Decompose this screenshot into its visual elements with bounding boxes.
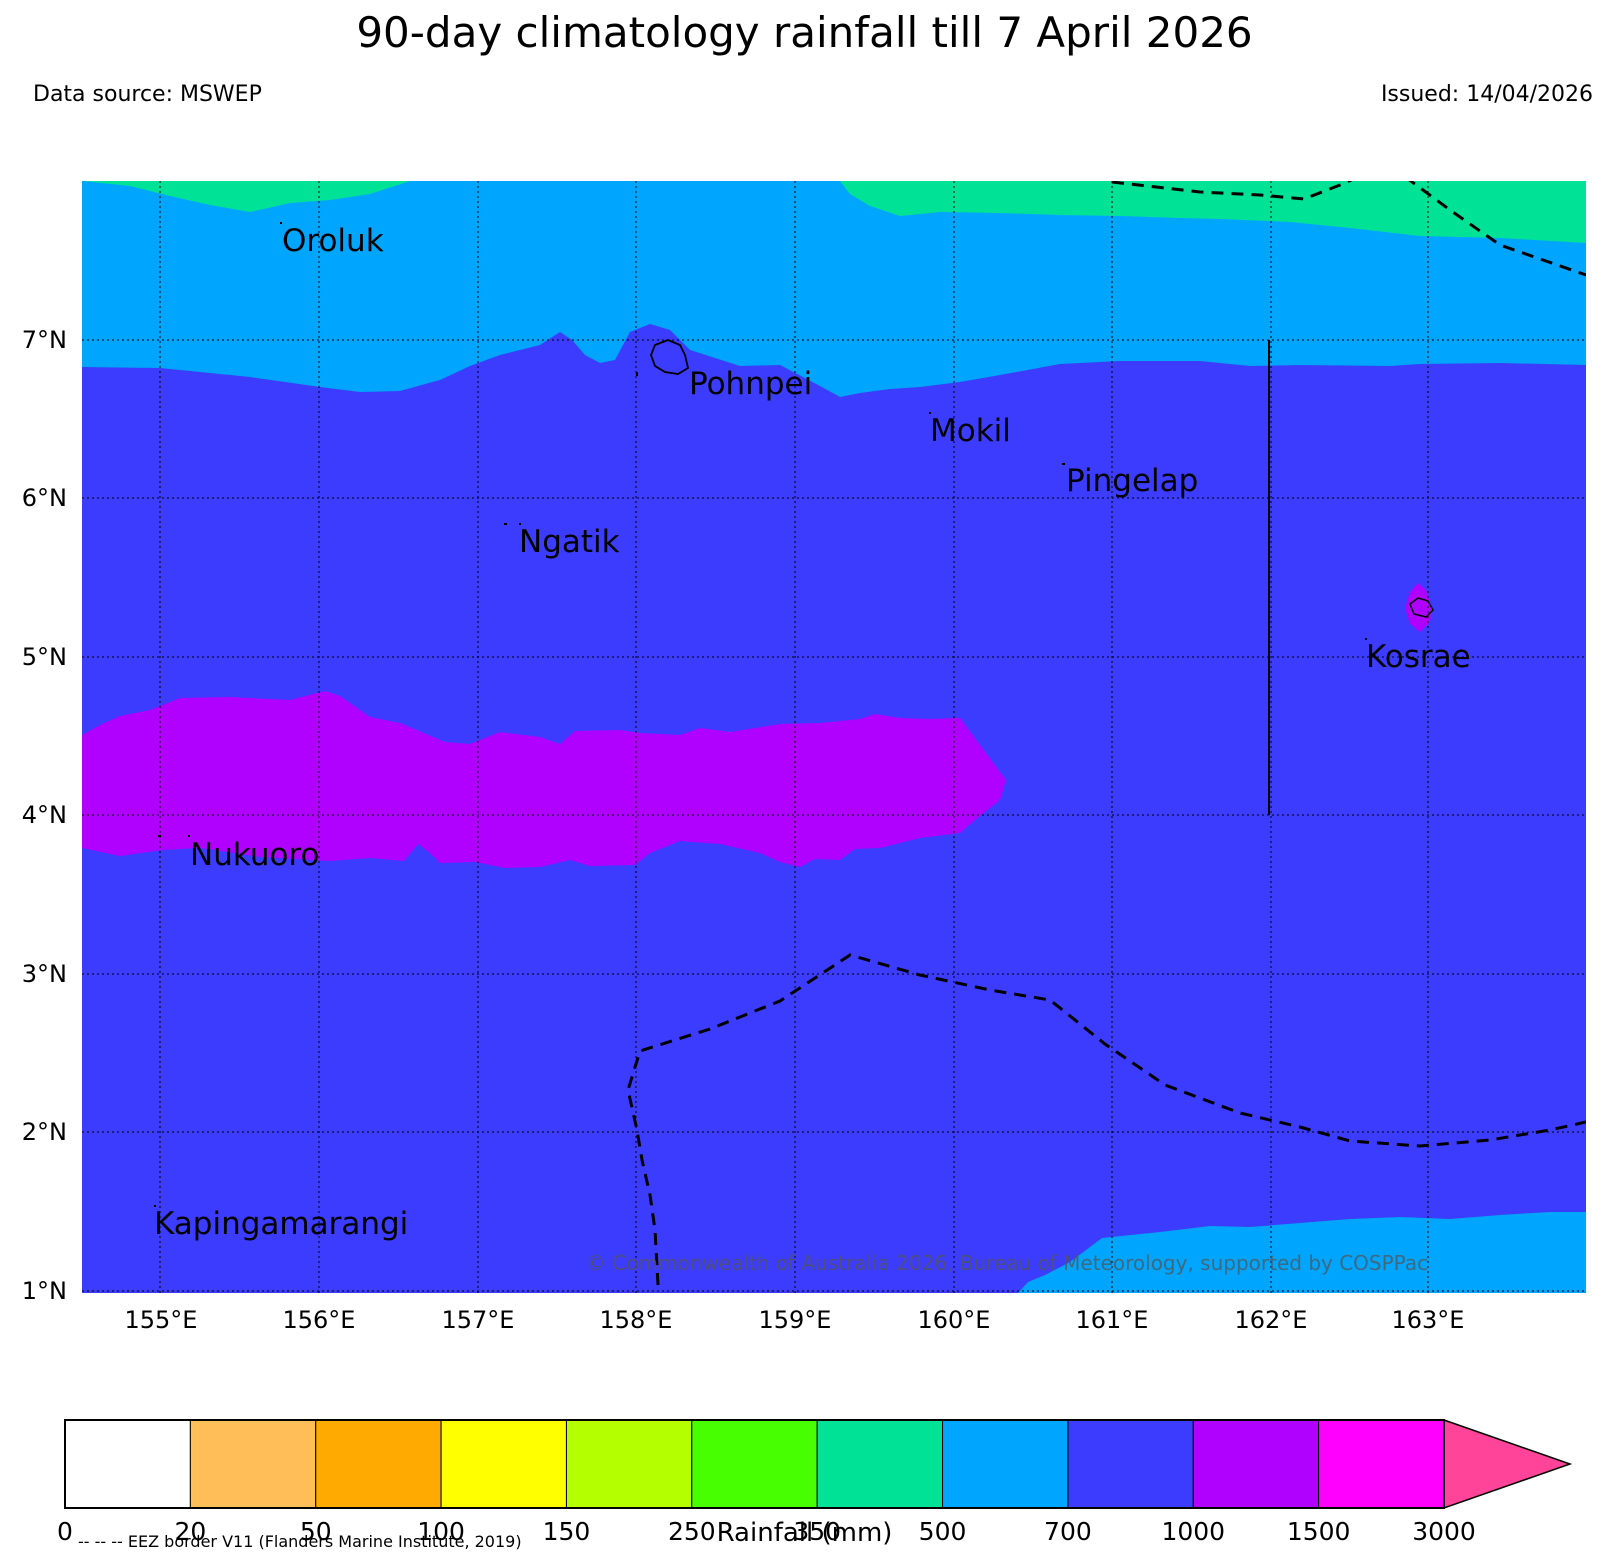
rainfall-field: Oroluk Pohnpei Mokil Pingelap Ngatik Kos… — [82, 181, 1586, 1293]
lat-label: 6°N — [22, 484, 67, 512]
atoll-marks — [154, 222, 1367, 1207]
lon-label: 160°E — [918, 1306, 991, 1334]
lon-label: 159°E — [759, 1306, 832, 1334]
colorbar-label: Rainfall (mm) — [716, 1518, 893, 1548]
lat-label: 3°N — [22, 960, 67, 988]
colorbar-swatch — [816, 1419, 944, 1509]
colorbar-tick-label: 500 — [919, 1517, 967, 1546]
colorbar-swatch — [1067, 1419, 1194, 1509]
lon-label: 162°E — [1235, 1306, 1308, 1334]
place-label-nukuoro: Nukuoro — [190, 837, 319, 873]
lon-label: 156°E — [283, 1306, 356, 1334]
colorbar-tick-label: 20 — [174, 1517, 206, 1546]
lat-label: 7°N — [22, 326, 67, 354]
eez-legend-note: -- -- -- EEZ border V11 (Flanders Marine… — [78, 1532, 522, 1551]
colorbar-tick-label: 350 — [793, 1517, 841, 1546]
place-label-mokil: Mokil — [930, 413, 1011, 449]
map-title: 90-day climatology rainfall till 7 April… — [356, 8, 1253, 57]
colorbar-tick-label: 3000 — [1412, 1517, 1476, 1546]
lat-label: 4°N — [22, 801, 67, 829]
graticule — [82, 181, 1586, 1293]
lon-label: 155°E — [125, 1306, 198, 1334]
data-source: Data source: MSWEP — [33, 82, 262, 107]
copyright-notice: © Commonwealth of Australia 2026, Bureau… — [586, 1251, 1428, 1275]
region-1000-1500-belt — [82, 691, 1006, 868]
longitude-labels: 155°E 156°E 157°E 158°E 159°E 160°E 161°… — [125, 1306, 1465, 1334]
eez-border — [626, 181, 1586, 1286]
place-label-pohnpei: Pohnpei — [689, 366, 812, 402]
colorbar-swatch — [1192, 1419, 1320, 1509]
colorbar-swatch — [1318, 1419, 1445, 1509]
issued-date: Issued: 14/04/2026 — [1380, 82, 1593, 107]
colorbar-swatch — [691, 1419, 818, 1509]
region-350-500-northwest — [82, 181, 410, 212]
colorbar-tick-label: 700 — [1044, 1517, 1092, 1546]
region-500-700-north — [82, 181, 1586, 397]
place-label-oroluk: Oroluk — [282, 223, 384, 259]
colorbar-outline — [64, 1419, 1445, 1509]
lat-label: 2°N — [22, 1118, 67, 1146]
lon-label: 161°E — [1076, 1306, 1149, 1334]
pohnpei-island-outline — [650, 339, 690, 375]
lat-label: 1°N — [22, 1277, 67, 1305]
colorbar-tick-label: 50 — [300, 1517, 332, 1546]
colorbar-tick-label: 250 — [668, 1517, 716, 1546]
colorbar-tick-label: 100 — [417, 1517, 465, 1546]
kosrae-island-outline — [1409, 597, 1434, 618]
colorbar-tick-label: 150 — [543, 1517, 591, 1546]
lat-label: 5°N — [22, 643, 67, 671]
region-350-500-northeast — [840, 181, 1586, 243]
lon-label: 158°E — [600, 1306, 673, 1334]
colorbar-swatch — [189, 1419, 317, 1509]
colorbar-swatch — [565, 1419, 693, 1509]
region-kosrae-1000-1500 — [1405, 583, 1432, 632]
colorbar-swatch — [942, 1419, 1069, 1509]
place-label-pingelap: Pingelap — [1066, 463, 1198, 499]
place-label-kosrae: Kosrae — [1366, 639, 1471, 675]
place-label-ngatik: Ngatik — [519, 524, 620, 560]
colorbar-tick-label: 1000 — [1161, 1517, 1225, 1546]
latitude-labels: 7°N 6°N 5°N 4°N 3°N 2°N 1°N — [22, 326, 67, 1305]
colorbar-swatch — [440, 1419, 567, 1509]
region-500-700-south — [1018, 1212, 1586, 1293]
colorbar-swatch — [315, 1419, 442, 1509]
colorbar-swatch — [64, 1419, 191, 1509]
place-label-kapingamarangi: Kapingamarangi — [154, 1206, 408, 1242]
colorbar: 0 20 50 100 150 250 350 500 700 1000 1500 3000 — [57, 1418, 1573, 1546]
colorbar-tick-label: 0 — [57, 1517, 73, 1546]
lon-label: 157°E — [442, 1306, 515, 1334]
lon-label: 163°E — [1392, 1306, 1465, 1334]
colorbar-tick-label: 1500 — [1287, 1517, 1351, 1546]
colorbar-extend-arrow — [1443, 1418, 1573, 1510]
